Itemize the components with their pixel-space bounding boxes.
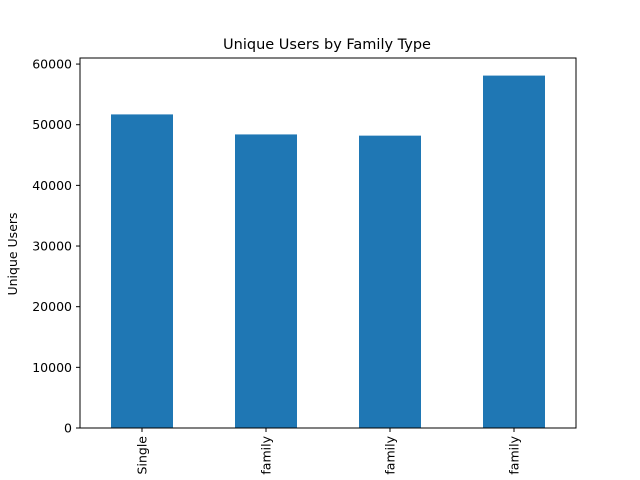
- y-tick-label-5: 40000: [32, 178, 72, 193]
- bar-2: [235, 134, 297, 429]
- y-tick-label-6: 50000: [32, 117, 72, 132]
- x-tick-label-4: family: [507, 435, 522, 474]
- bar-4: [483, 75, 545, 429]
- x-ticks-group: Single family family family: [135, 428, 522, 475]
- y-tick-label-7: 60000: [32, 57, 72, 72]
- x-tick-label-1: Single: [135, 436, 150, 475]
- y-ticks-group: 0 10000 20000 30000 40000 50000 60000: [32, 57, 80, 436]
- y-tick-label-1: 0: [64, 421, 72, 436]
- bars-group: [111, 75, 545, 429]
- x-tick-label-2: family: [259, 435, 274, 474]
- x-tick-label-3: family: [383, 435, 398, 474]
- chart-title: Unique Users by Family Type: [223, 37, 431, 53]
- y-tick-label-4: 30000: [32, 239, 72, 254]
- y-tick-label-3: 20000: [32, 299, 72, 314]
- bar-1: [111, 114, 173, 428]
- plot-frame: [79, 57, 577, 429]
- y-axis-label: Unique Users: [5, 212, 20, 295]
- y-tick-label-2: 10000: [32, 360, 72, 375]
- bar-3: [359, 135, 421, 428]
